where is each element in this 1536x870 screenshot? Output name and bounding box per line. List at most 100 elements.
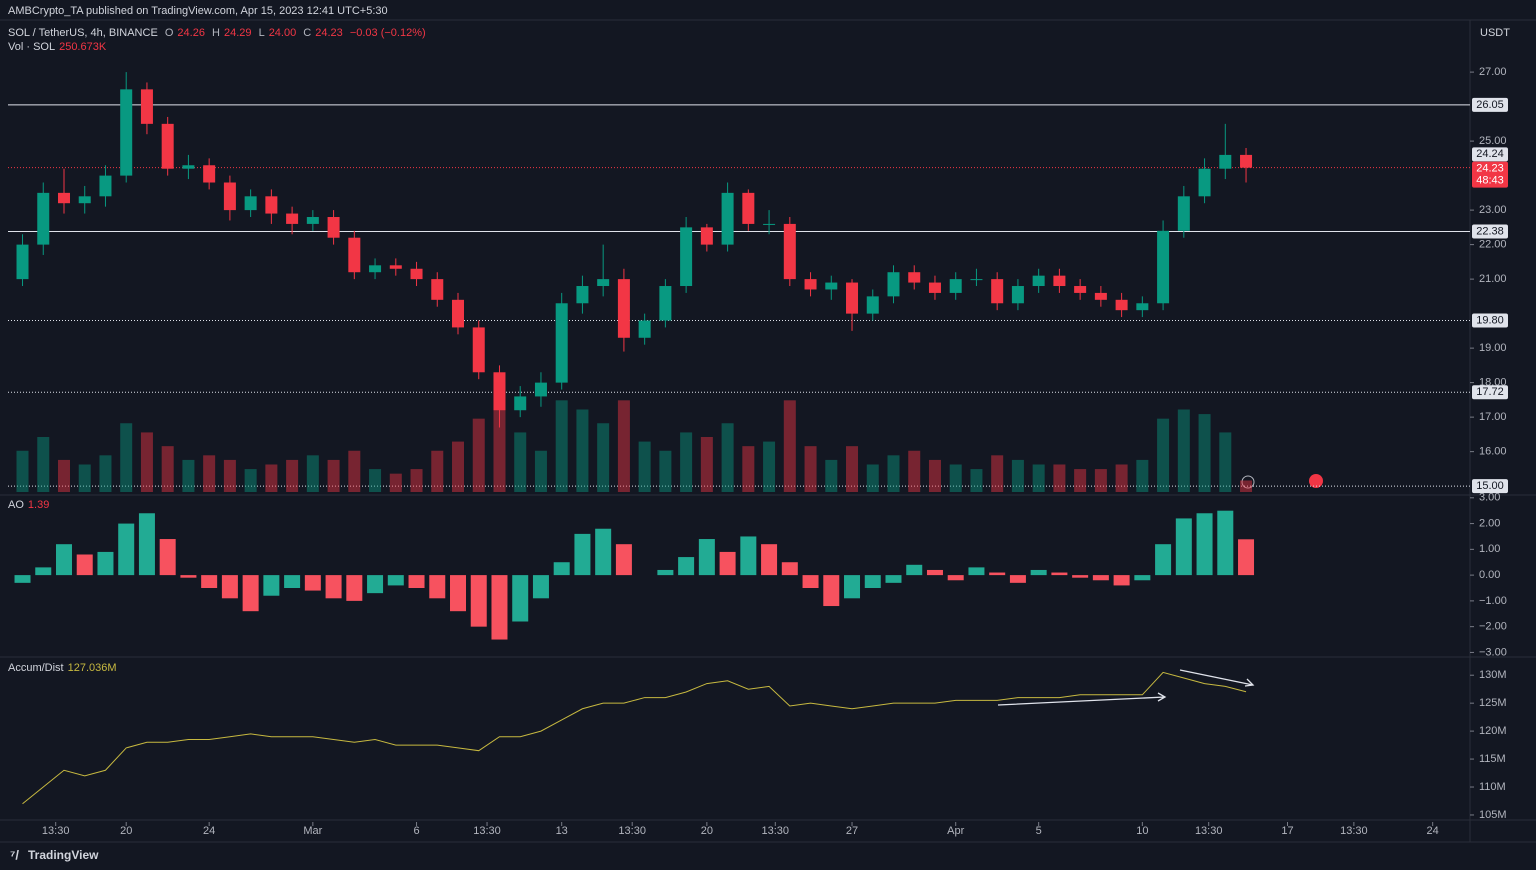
last-price-label: 24.23	[1476, 163, 1504, 175]
level-label-box	[1472, 385, 1508, 400]
candle-body	[949, 279, 962, 293]
volume-bar	[866, 464, 879, 492]
volume-bar	[928, 459, 941, 492]
volume-bar	[493, 382, 506, 492]
level-label: 15.00	[1476, 480, 1504, 492]
ao-bar	[1030, 569, 1047, 576]
volume-bar	[576, 409, 589, 492]
candle-body	[57, 192, 70, 204]
ao-bar	[1175, 518, 1192, 576]
volume-last: 250.673K	[59, 41, 107, 53]
volume-bar	[783, 400, 796, 492]
ao-bar	[1051, 572, 1068, 576]
legend-ad: Accum/Dist 127.036M	[8, 662, 121, 674]
y-tick-label: 110M	[1479, 781, 1506, 793]
candle-body	[887, 272, 900, 297]
volume-bar	[991, 455, 1004, 492]
volume-bar	[680, 432, 693, 492]
ao-bar	[844, 575, 861, 599]
candle-body	[928, 282, 941, 293]
candle-body	[1053, 275, 1066, 287]
volume-bar	[161, 446, 174, 492]
ao-bar	[1092, 575, 1109, 581]
ao-bar	[595, 528, 612, 576]
ao-bar	[1134, 575, 1151, 581]
y-tick-label: 23.00	[1479, 204, 1507, 216]
x-tick-label: 13:30	[42, 825, 70, 837]
ao-bar	[968, 567, 985, 576]
y-tick-label: 105M	[1479, 809, 1507, 821]
volume-bar	[472, 418, 485, 492]
candle-body	[369, 265, 382, 273]
level-label-box	[1472, 97, 1508, 112]
y-tick-label: −2.00	[1479, 621, 1507, 633]
x-tick-label: 13:30	[1195, 825, 1223, 837]
currency: USDT	[1480, 27, 1510, 39]
y-tick-label: 3.00	[1479, 492, 1500, 504]
ohlc-letter: L	[258, 27, 265, 39]
y-tick-label: 27.00	[1479, 66, 1507, 78]
candle-body	[846, 282, 859, 314]
candle-body	[970, 279, 983, 281]
legend-volume: Vol · SOL 250.673K	[8, 41, 110, 53]
volume-bar	[597, 423, 610, 492]
ao-bar	[989, 572, 1006, 576]
ao-bar	[346, 575, 363, 601]
icon[interactable]	[1309, 474, 1323, 488]
ao-bar	[926, 569, 943, 576]
candle-body	[203, 165, 216, 183]
candle-body	[783, 223, 796, 280]
candle-body	[680, 227, 693, 287]
ad-line	[22, 671, 1247, 805]
candle-body	[1177, 196, 1190, 231]
ao-bar	[553, 562, 570, 576]
x-tick-label: 20	[701, 825, 713, 837]
publisher: AMBCrypto_TA published on TradingView.co…	[8, 5, 388, 17]
y-tick-label: 19.00	[1479, 342, 1507, 354]
icon[interactable]	[1241, 475, 1255, 489]
candle-body	[1032, 275, 1045, 287]
y-tick-label: 2.00	[1479, 517, 1500, 529]
volume-bar	[57, 459, 70, 492]
candle-body	[161, 123, 174, 169]
ad-title: Accum/Dist	[8, 662, 64, 674]
candle-body	[576, 286, 589, 304]
ao-bar	[138, 513, 155, 576]
ohlc-value: 24.00	[268, 27, 297, 39]
volume-bar	[1198, 414, 1211, 492]
candle-body	[452, 299, 465, 328]
level-label-box	[1472, 224, 1508, 239]
volume-bar	[700, 437, 713, 492]
x-tick-label: 24	[1427, 825, 1439, 837]
candle-body	[286, 213, 299, 224]
candle-body	[1094, 292, 1107, 300]
ao-bar	[947, 575, 964, 581]
candle-body	[866, 296, 879, 314]
ao-bar	[719, 551, 736, 576]
candle-body	[1240, 154, 1253, 168]
y-tick-label: 125M	[1479, 697, 1507, 709]
volume-bar	[203, 455, 216, 492]
candle-body	[763, 223, 776, 225]
volume-bar	[555, 400, 568, 492]
x-tick-label: Mar	[303, 825, 322, 837]
y-tick-label: 120M	[1479, 725, 1507, 737]
volume-title: Vol · SOL	[8, 41, 56, 53]
ao-bar	[1113, 575, 1130, 586]
x-tick-label: 17	[1281, 825, 1293, 837]
volume-bar	[1177, 409, 1190, 492]
ao-bar	[802, 575, 819, 588]
ao-last: 1.39	[27, 499, 50, 511]
volume-bar	[265, 464, 278, 492]
volume-bar	[410, 469, 423, 492]
ao-bar	[1238, 539, 1255, 576]
volume-bar	[452, 441, 465, 492]
x-tick-label: Apr	[947, 825, 964, 837]
volume-bar	[120, 423, 133, 492]
logo: ⁷/	[10, 847, 19, 862]
candle-body	[1157, 230, 1170, 304]
volume-bar	[182, 459, 195, 492]
y-tick-label: 1.00	[1479, 543, 1500, 555]
level-label: 26.05	[1476, 99, 1504, 111]
x-tick-label: 10	[1136, 825, 1148, 837]
